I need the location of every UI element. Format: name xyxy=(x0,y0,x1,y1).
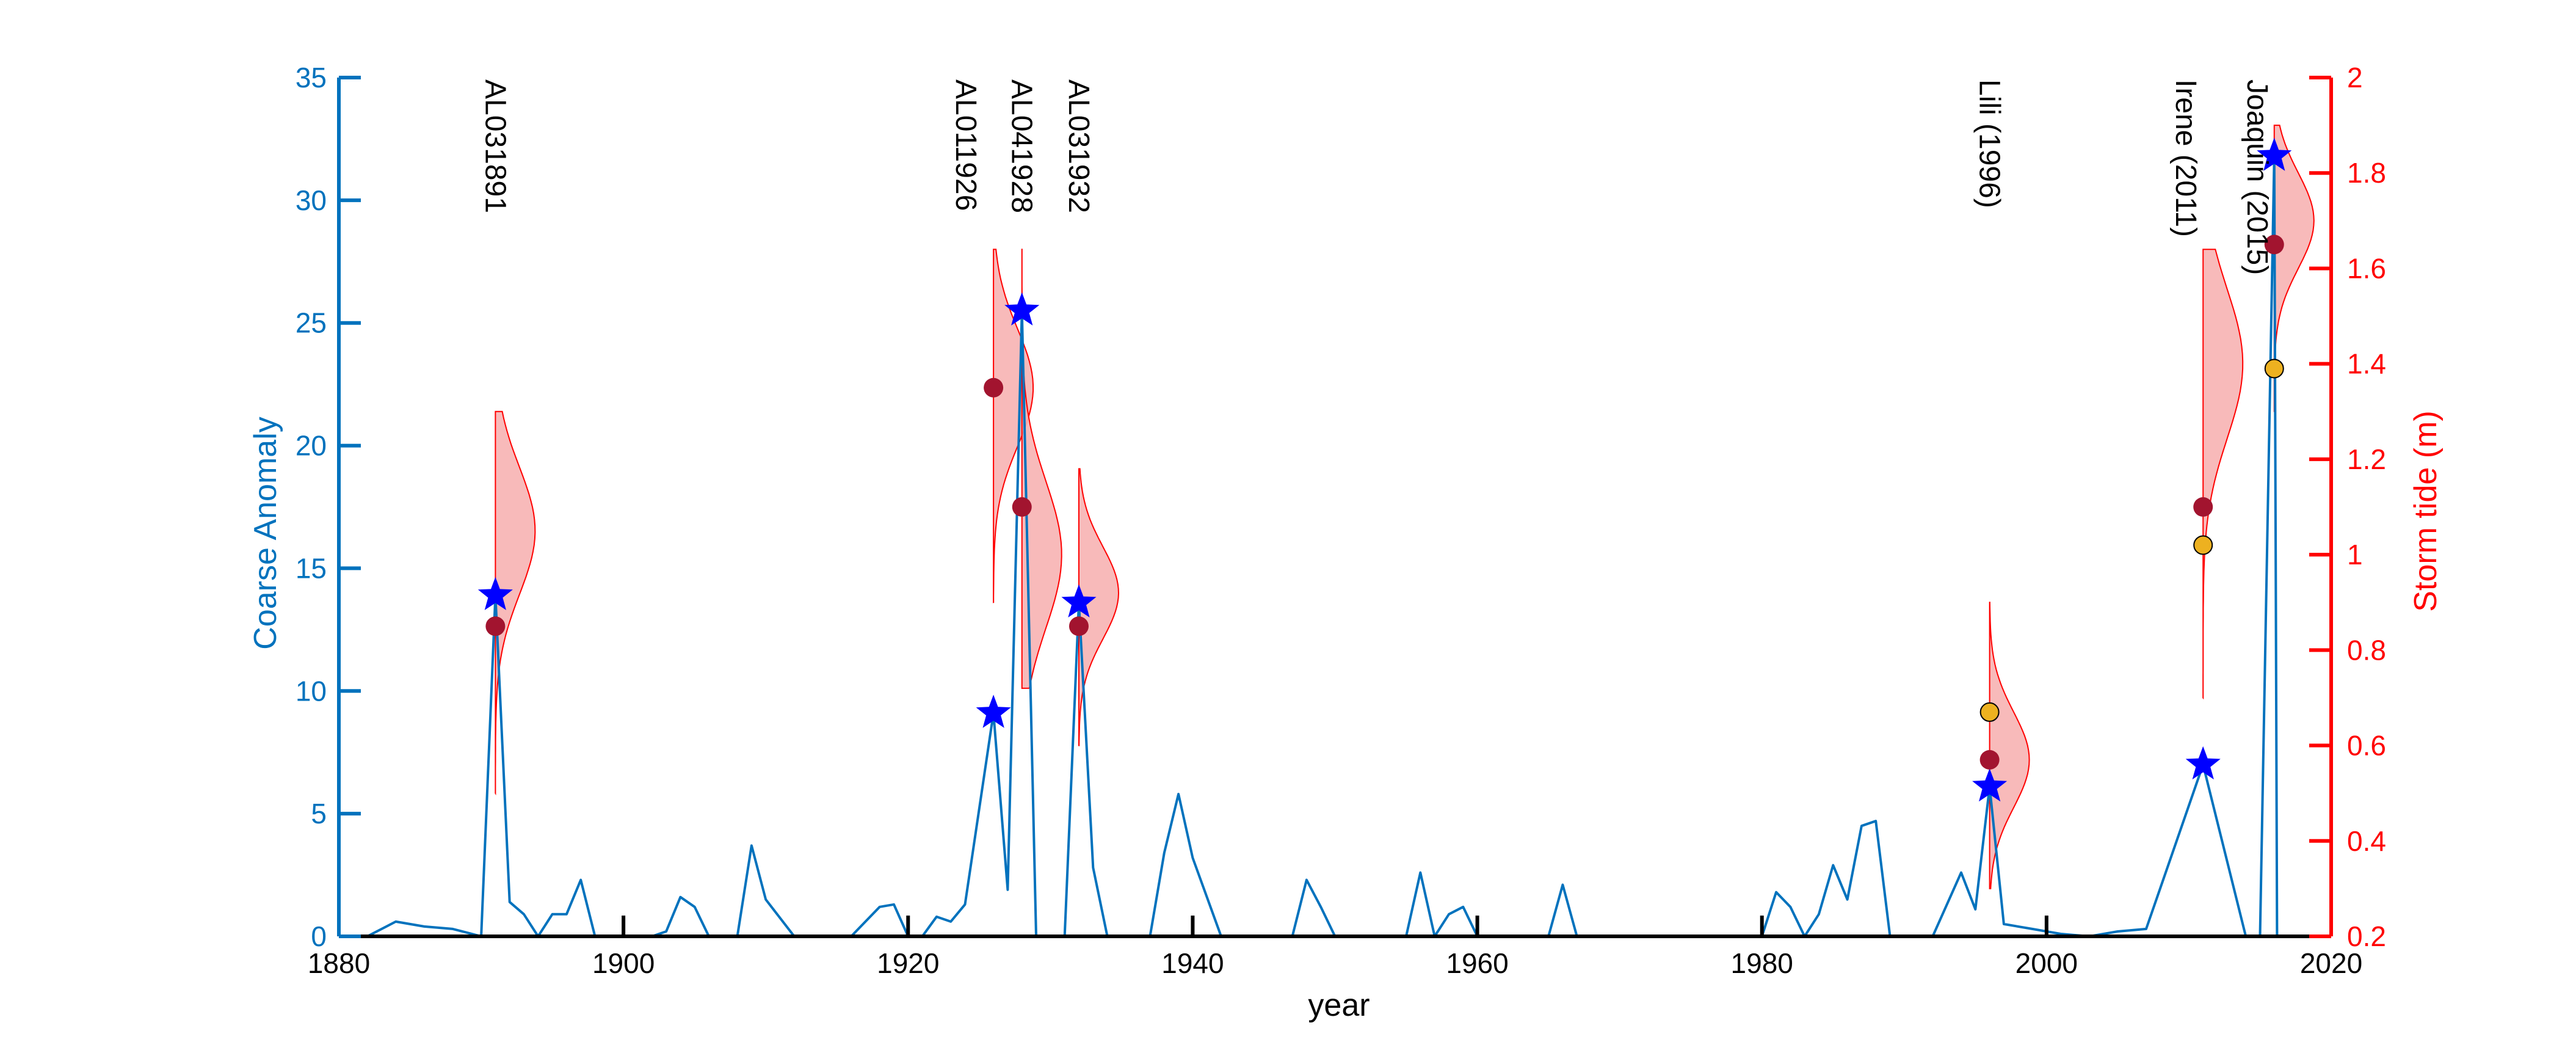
modeled-tide-dot-1 xyxy=(984,377,1004,398)
storm-tide-density-0 xyxy=(495,410,536,795)
right-tick-label-8: 1.8 xyxy=(2347,157,2386,189)
right-tick-label-7: 1.6 xyxy=(2347,252,2386,284)
left-tick-label-1: 5 xyxy=(311,798,327,829)
right-tick-label-3: 0.8 xyxy=(2347,634,2386,666)
storm-tide-density-3 xyxy=(1078,468,1120,746)
right-axis-label: Storm tide (m) xyxy=(2408,410,2444,611)
event-label-5: Irene (2011) xyxy=(2169,79,2202,237)
right-tick-label-0: 0.2 xyxy=(2347,920,2386,952)
axes-layer: 1880 1900 1920 1940 1960 1980 2000 202005101520… xyxy=(296,62,2386,979)
x-tick-label-2: 1920 xyxy=(877,947,939,979)
x-tick-label-5: 1980 xyxy=(1731,947,1793,979)
event-label-3: AL031932 xyxy=(1062,79,1095,213)
x-tick-label-7: 2020 xyxy=(2300,947,2362,979)
marker-layer xyxy=(477,137,2292,802)
observed-tide-dot-5 xyxy=(2193,535,2213,555)
left-tick-label-7: 35 xyxy=(296,62,327,93)
event-label-2: AL041928 xyxy=(1006,79,1038,213)
modeled-tide-dot-3 xyxy=(1068,616,1089,636)
right-tick-label-2: 0.6 xyxy=(2347,730,2386,762)
anomaly-star-1 xyxy=(976,694,1011,728)
x-tick-label-0: 1880 xyxy=(308,947,370,979)
right-tick-label-9: 2 xyxy=(2347,62,2363,93)
x-tick-label-3: 1940 xyxy=(1161,947,1224,979)
right-tick-label-4: 1 xyxy=(2347,539,2363,570)
density-layer xyxy=(495,125,2315,889)
left-tick-label-2: 10 xyxy=(296,675,327,707)
event-label-1: AL011926 xyxy=(949,79,982,211)
right-tick-label-5: 1.2 xyxy=(2347,443,2386,475)
anomaly-star-2 xyxy=(1004,292,1040,326)
anomaly-star-6 xyxy=(2257,137,2292,171)
observed-tide-dot-6 xyxy=(2264,359,2284,379)
modeled-tide-dot-2 xyxy=(1012,497,1032,517)
event-label-6: Joaquin (2015) xyxy=(2241,79,2273,275)
left-tick-label-4: 20 xyxy=(296,430,327,462)
left-tick-label-0: 0 xyxy=(311,920,327,952)
modeled-tide-dot-0 xyxy=(485,616,506,636)
anomaly-star-4 xyxy=(1972,768,2008,802)
observed-tide-dot-4 xyxy=(1979,702,2000,722)
x-axis-label: year xyxy=(1308,988,1370,1023)
modeled-tide-dot-6 xyxy=(2264,235,2284,255)
right-tick-label-6: 1.4 xyxy=(2347,348,2386,380)
left-tick-label-6: 30 xyxy=(296,184,327,216)
anomaly-star-0 xyxy=(477,577,513,610)
anomaly-star-3 xyxy=(1061,584,1097,618)
anomaly-line-layer xyxy=(339,155,2331,938)
storm-tide-density-5 xyxy=(2202,249,2244,699)
event-label-4: Lili (1996) xyxy=(1973,79,2006,208)
modeled-tide-dot-5 xyxy=(2193,497,2213,517)
anomaly-star-5 xyxy=(2185,746,2221,780)
x-tick-label-4: 1960 xyxy=(1446,947,1508,979)
event-label-0: AL031891 xyxy=(479,79,511,213)
x-tick-label-6: 2000 xyxy=(2015,947,2078,979)
event-label-layer: AL031891 AL011926 AL041928 AL031932 Lili (19… xyxy=(479,79,2273,275)
left-tick-label-5: 25 xyxy=(296,307,327,339)
modeled-tide-dot-4 xyxy=(1979,749,2000,770)
right-tick-label-1: 0.4 xyxy=(2347,825,2386,857)
x-tick-label-1: 1900 xyxy=(592,947,655,979)
left-tick-label-3: 15 xyxy=(296,552,327,584)
left-axis-label: Coarse Anomaly xyxy=(248,417,283,650)
storm-tide-density-4 xyxy=(1989,602,2030,889)
coarse-anomaly-line xyxy=(339,155,2331,938)
